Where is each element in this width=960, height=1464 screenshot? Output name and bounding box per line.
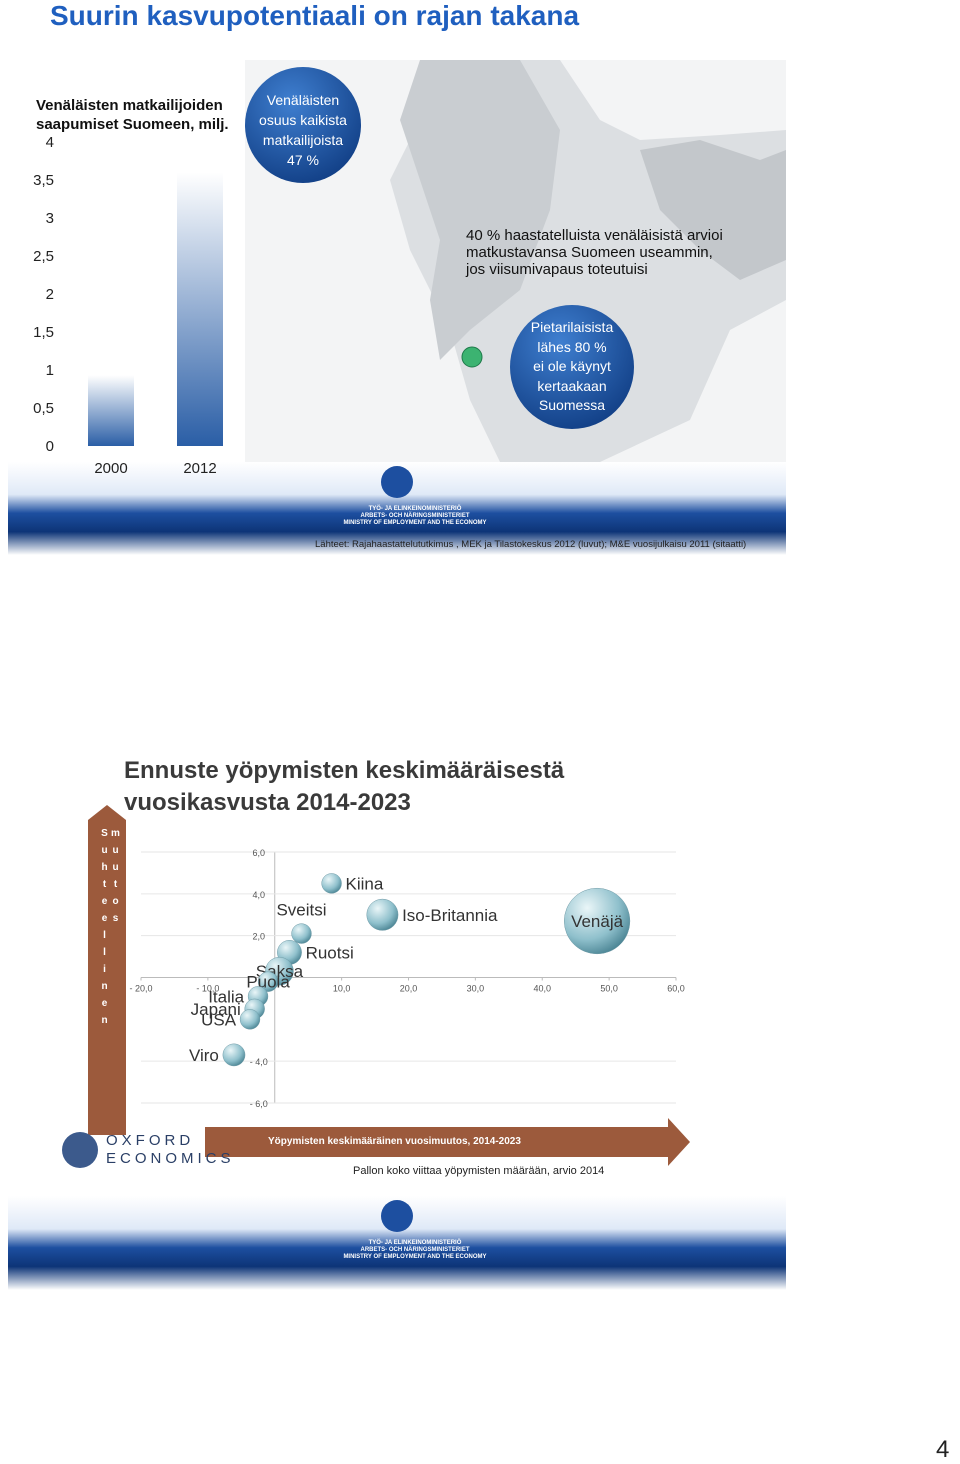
bubble-label: Kiina — [345, 874, 383, 893]
ministry-line: MINISTRY OF EMPLOYMENT AND THE ECONOMY — [343, 1254, 487, 1260]
bar — [177, 172, 223, 446]
bubble — [222, 1043, 246, 1067]
bubble — [321, 873, 342, 894]
map-finland — [400, 60, 560, 360]
x-tick-label: - 10,0 — [196, 984, 219, 994]
y-axis-arrow — [88, 820, 126, 1135]
bubble-label: Italia — [208, 987, 244, 1006]
ministry-text: TYÖ- JA ELINKEINOMINISTERIÖ ARBETS- OCH … — [330, 506, 500, 527]
y-axis-label: Suhteellinen muutos — [99, 828, 121, 1032]
bubble-label: Venäjä — [571, 912, 624, 931]
x-tick-label: 20,0 — [400, 984, 418, 994]
ministry-emblem — [381, 466, 413, 498]
bubble-line: Suomessa — [538, 397, 606, 413]
bubble-line: Venäläisten — [266, 92, 340, 108]
x-tick-label: 30,0 — [467, 984, 485, 994]
x-tick-label: 40,0 — [533, 984, 551, 994]
y-tick-label: 2 — [46, 286, 54, 303]
x-tick-label: 60,0 — [667, 984, 685, 994]
y-tick-label: 3 — [46, 210, 54, 227]
y-tick-label: 6,0 — [252, 848, 265, 858]
ministry-line: TYÖ- JA ELINKEINOMINISTERIÖ — [368, 506, 462, 512]
map-land — [640, 140, 786, 280]
y-axis-arrow-head — [88, 805, 126, 820]
st-petersburg-dot — [461, 346, 483, 368]
share-bubble — [245, 67, 361, 183]
bubble — [564, 887, 631, 955]
ministry-line: ARBETS- OCH NÄRINGSMINISTERIET — [360, 1247, 470, 1253]
y-tick-label: 0 — [46, 438, 54, 455]
size-note: Pallon koko viittaa yöpymisten määrään, … — [353, 1165, 605, 1177]
ministry-emblem — [381, 1200, 413, 1232]
bubble-line: ei ole käynyt — [533, 358, 611, 374]
logo-line: OXFORD — [106, 1132, 195, 1149]
bubble-line: kertaakaan — [537, 377, 607, 394]
bubble — [239, 1009, 261, 1030]
y-tick-label: 4,0 — [252, 890, 265, 900]
page-number: 4 — [936, 1436, 950, 1463]
y-tick-label: 1,5 — [33, 324, 54, 341]
x-tick-label: 2000 — [94, 460, 127, 477]
bubble — [366, 898, 399, 931]
callout-line: matkustavansa Suomeen useammin, — [466, 244, 713, 261]
ministry-line: MINISTRY OF EMPLOYMENT AND THE ECONOMY — [343, 520, 487, 526]
ministry-line: ARBETS- OCH NÄRINGSMINISTERIET — [360, 513, 470, 519]
y-tick-label: 0,5 — [33, 400, 54, 417]
x-tick-label: 10,0 — [333, 984, 351, 994]
ministry-text: TYÖ- JA ELINKEINOMINISTERIÖ ARBETS- OCH … — [330, 1240, 500, 1261]
x-tick-label: 2012 — [183, 460, 216, 477]
bubble-line: lähes 80 % — [537, 338, 607, 355]
y-tick-label: - 6,0 — [250, 1099, 268, 1109]
x-axis-label: Yöpymisten keskimääräinen vuosimuutos, 2… — [268, 1136, 521, 1147]
oxford-globe — [62, 1132, 98, 1168]
callout-line: jos viisumivapaus toteutuisi — [466, 261, 648, 278]
spb-bubble-text: Pietarilaisista lähes 80 % ei ole käynyt… — [510, 318, 634, 416]
bubble-label: USA — [201, 1010, 237, 1029]
ministry-line: TYÖ- JA ELINKEINOMINISTERIÖ — [368, 1240, 462, 1246]
bubble — [291, 923, 312, 944]
callout: 40 % haastatelluista venäläisistä arvioi… — [466, 227, 723, 278]
share-bubble-text: Venäläisten osuus kaikista matkailijoist… — [245, 90, 361, 170]
bar-chart-title: Venäläisten matkailijoiden saapumiset Su… — [36, 97, 229, 133]
bubble-line: 47 % — [287, 152, 319, 168]
y-tick-label: 2,5 — [33, 248, 54, 265]
spb-bubble — [510, 305, 634, 429]
bubble-line: Pietarilaisista — [530, 319, 614, 335]
y-tick-label: 3,5 — [33, 172, 54, 189]
bubble — [257, 971, 279, 992]
x-axis-arrow — [205, 1118, 690, 1166]
x-tick-label: 50,0 — [600, 984, 618, 994]
bubble-chart-title: Ennuste yöpymisten keskimääräisestä vuos… — [124, 757, 565, 816]
y-tick-label: 1 — [46, 362, 54, 379]
x-tick-label: - 20,0 — [129, 984, 152, 994]
bubble-label: Japani — [191, 1000, 241, 1019]
bubble-label: Sveitsi — [276, 901, 326, 920]
callout-line: 40 % haastatelluista venäläisistä arvioi — [466, 227, 723, 244]
bubble-line: osuus kaikista — [259, 112, 347, 128]
y-tick-label: 2,0 — [252, 932, 265, 942]
bubble-label: Ruotsi — [306, 943, 354, 962]
y-tick-label: - 4,0 — [250, 1057, 268, 1067]
bubble-label: Iso-Britannia — [402, 906, 498, 925]
y-tick-label: 4 — [46, 134, 54, 151]
oxford-logo: OXFORD ECONOMICS — [106, 1132, 235, 1168]
bubble-label: Viro — [189, 1046, 219, 1065]
slide-title: Suurin kasvupotentiaali on rajan takana — [50, 0, 580, 31]
source-note: Lähteet: Rajahaastattelututkimus , MEK j… — [315, 539, 747, 550]
logo-line: ECONOMICS — [106, 1150, 235, 1167]
bar — [88, 375, 134, 446]
bubble-line: matkailijoista — [262, 132, 344, 148]
